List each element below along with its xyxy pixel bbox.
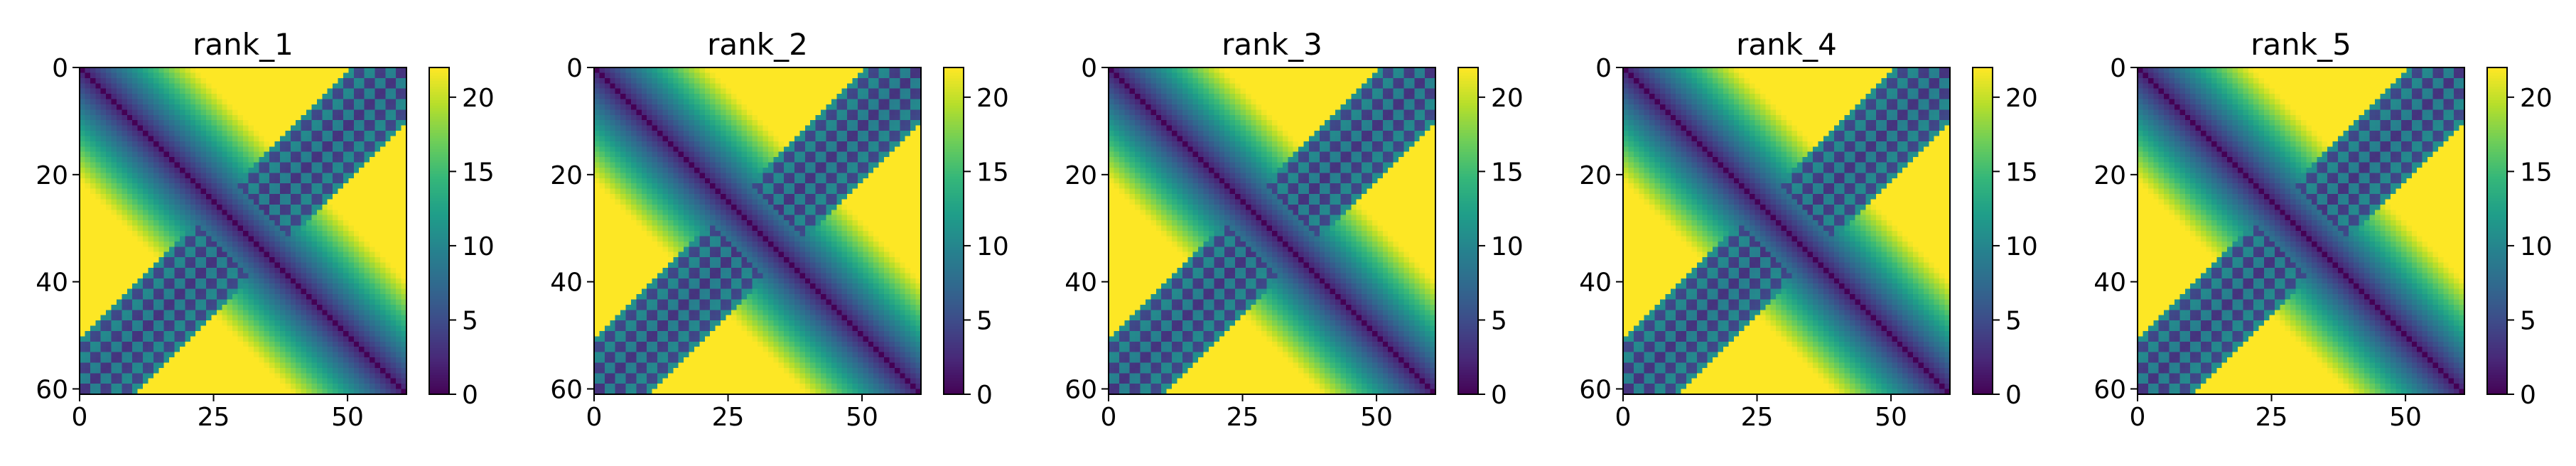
- y-tick-label: 40: [550, 269, 583, 298]
- y-tick-label: 60: [2093, 375, 2126, 404]
- axes-frame: [2137, 67, 2465, 395]
- panel-title: rank_5: [2251, 27, 2351, 62]
- colorbar-tick-label: 20: [976, 84, 1009, 113]
- x-tick-label: 0: [1615, 403, 1632, 432]
- y-tick-label: 0: [1595, 54, 1612, 83]
- colorbar-tick-label: 15: [1491, 158, 1524, 187]
- y-tick-label: 40: [1065, 269, 1097, 298]
- colorbar-tick-label: 20: [2005, 84, 2038, 113]
- x-tick-label: 25: [198, 403, 230, 432]
- colorbar-tick-label: 10: [2005, 232, 2038, 261]
- colorbar-tick-label: 15: [462, 158, 495, 187]
- heatmap-cells: [1109, 67, 1436, 395]
- colorbar-tick-label: 5: [976, 306, 993, 335]
- x-tick-label: 25: [712, 403, 745, 432]
- colorbar-tick-label: 5: [2005, 306, 2022, 335]
- axes-frame: [593, 67, 922, 395]
- panel-title: rank_1: [193, 27, 293, 62]
- colorbar-frame: [1972, 67, 1993, 395]
- axes-frame: [1108, 67, 1436, 395]
- panel-title: rank_3: [1222, 27, 1322, 62]
- colorbar: [1973, 67, 1993, 395]
- x-tick-label: 50: [1875, 403, 1907, 432]
- colorbar-tick-label: 15: [2520, 158, 2553, 187]
- y-tick-label: 20: [550, 161, 583, 190]
- x-tick-label: 50: [2389, 403, 2422, 432]
- x-tick-label: 50: [331, 403, 364, 432]
- colorbar-tick-label: 0: [1491, 381, 1507, 410]
- y-tick-label: 0: [566, 54, 583, 83]
- heatmap-cells: [1623, 67, 1951, 395]
- colorbar: [1458, 67, 1478, 395]
- heatmap-cells: [80, 67, 407, 395]
- x-tick-label: 0: [586, 403, 603, 432]
- colorbar-tick-label: 5: [2520, 306, 2536, 335]
- panel-title: rank_4: [1736, 27, 1837, 62]
- colorbar-tick-label: 10: [2520, 232, 2553, 261]
- axes-frame: [79, 67, 407, 395]
- x-tick-label: 0: [2130, 403, 2146, 432]
- colorbar-tick-label: 0: [2005, 381, 2022, 410]
- colorbar-tick-label: 0: [462, 381, 478, 410]
- colorbar-tick-label: 5: [462, 306, 478, 335]
- axes-frame: [1622, 67, 1951, 395]
- colorbar-tick-label: 0: [2520, 381, 2536, 410]
- panel-title: rank_2: [707, 27, 808, 62]
- colorbar-frame: [1457, 67, 1479, 395]
- x-tick-label: 25: [1227, 403, 1259, 432]
- y-tick-label: 40: [1579, 269, 1612, 298]
- colorbar-tick-label: 20: [462, 84, 495, 113]
- colorbar-frame: [429, 67, 450, 395]
- y-tick-label: 0: [1081, 54, 1097, 83]
- colorbar: [429, 67, 449, 395]
- colorbar-tick-label: 10: [462, 232, 495, 261]
- colorbar-tick-label: 15: [2005, 158, 2038, 187]
- y-tick-label: 60: [1065, 375, 1097, 404]
- colorbar-tick-label: 5: [1491, 306, 1507, 335]
- y-tick-label: 20: [2093, 161, 2126, 190]
- heatmap-cells: [594, 67, 922, 395]
- x-tick-label: 0: [1101, 403, 1117, 432]
- colorbar: [944, 67, 964, 395]
- colorbar-frame: [943, 67, 964, 395]
- y-tick-label: 0: [2110, 54, 2126, 83]
- x-tick-label: 50: [846, 403, 878, 432]
- y-tick-label: 60: [36, 375, 68, 404]
- y-tick-label: 0: [52, 54, 68, 83]
- y-tick-label: 60: [550, 375, 583, 404]
- colorbar-tick-label: 10: [976, 232, 1009, 261]
- colorbar-tick-label: 15: [976, 158, 1009, 187]
- colorbar-tick-label: 20: [1491, 84, 1524, 113]
- colorbar-tick-label: 0: [976, 381, 993, 410]
- y-tick-label: 40: [36, 269, 68, 298]
- colorbar-tick-label: 10: [1491, 232, 1524, 261]
- colorbar-tick-label: 20: [2520, 84, 2553, 113]
- heatmap-cells: [2138, 67, 2465, 395]
- y-tick-label: 20: [36, 161, 68, 190]
- y-tick-label: 40: [2093, 269, 2126, 298]
- y-tick-label: 20: [1579, 161, 1612, 190]
- x-tick-label: 25: [2256, 403, 2288, 432]
- y-tick-label: 20: [1065, 161, 1097, 190]
- colorbar-frame: [2486, 67, 2508, 395]
- x-tick-label: 0: [72, 403, 88, 432]
- colorbar: [2487, 67, 2507, 395]
- x-tick-label: 25: [1741, 403, 1774, 432]
- x-tick-label: 50: [1360, 403, 1393, 432]
- y-tick-label: 60: [1579, 375, 1612, 404]
